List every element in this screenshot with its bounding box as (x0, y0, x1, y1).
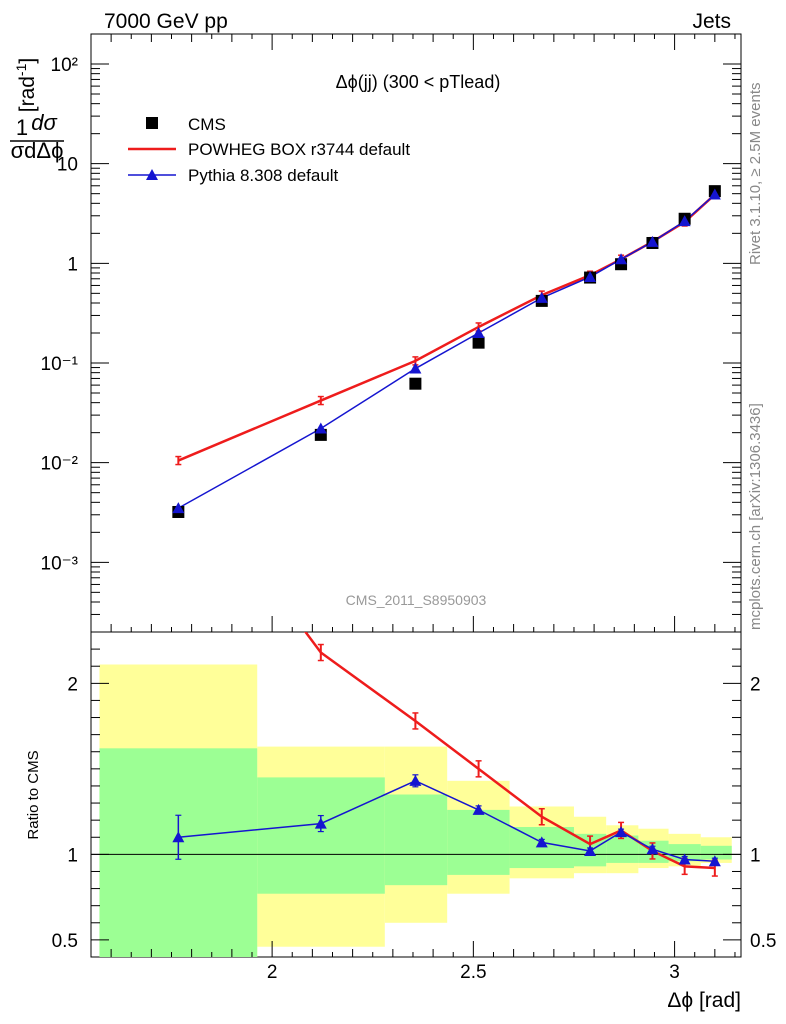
pythia-line-ratio (178, 779, 715, 862)
cms-point (472, 336, 485, 349)
axes: 2 2.5 3 10⁻³ 10⁻² 10⁻¹ 1 10 10² 0.5 0.5 1 1 2 2 (41, 33, 776, 983)
pythia-ratio-point (314, 817, 327, 829)
ratio-inner (172, 632, 721, 877)
pythia-point (172, 502, 185, 514)
pythia-point (646, 235, 659, 247)
main-series (172, 185, 721, 518)
green-band-3 (447, 809, 510, 875)
svg-text:dσ: dσ (31, 110, 57, 135)
legend-label-cms: CMS (188, 115, 226, 134)
pythia-ratio-point (535, 836, 548, 848)
x-tick-label: 2 (267, 962, 278, 983)
legend-marker-cms (146, 117, 158, 129)
y-tick-label-main: 10⁻¹ (41, 354, 79, 375)
y-axis-label-ratio: Ratio to CMS (25, 750, 42, 839)
y-tick-label-main: 10⁻² (41, 454, 79, 475)
legend-label-pythia: Pythia 8.308 default (188, 166, 339, 185)
cms-point (409, 377, 422, 390)
y-tick-label-main: 10² (51, 55, 78, 76)
pythia-ratio-point (678, 853, 691, 865)
pythia-line-main (177, 193, 716, 509)
ratio-uncertainty-bands (91, 664, 741, 957)
pythia-point (678, 215, 691, 227)
y-tick-label-ratio: 2 (67, 674, 78, 695)
header-left: 7000 GeV pp (104, 10, 228, 33)
legend-marker-pythia (146, 169, 158, 180)
x-axis-label: Δϕ [rad] (667, 989, 741, 1012)
pythia-point (314, 422, 327, 434)
mcplots-label: mcplots.cern.ch [arXiv:1306.3436] (747, 403, 764, 630)
powheg-line-ratio (303, 632, 715, 870)
x-tick-label: 2.5 (460, 962, 486, 983)
y-tick-label-ratio-right: 2 (750, 674, 761, 695)
y-tick-label-ratio-right: 0.5 (750, 931, 776, 952)
green-band-1 (257, 777, 385, 894)
green-band-6 (606, 835, 639, 863)
rivet-label: Rivet 3.1.10, ≥ 2.5M events (747, 83, 764, 266)
green-band-4 (509, 827, 574, 869)
watermark: CMS_2011_S8950903 (346, 592, 487, 608)
pythia-ratio-point (409, 774, 422, 786)
pythia-point (472, 327, 485, 338)
pythia-ratio-point (708, 855, 721, 867)
ratio-series (172, 632, 721, 877)
ratio-plot-frame (90, 631, 742, 958)
svg-text:1: 1 (16, 115, 28, 140)
pythia-ratio-point (172, 831, 185, 843)
pythia-point (409, 362, 422, 374)
legend-label-powheg: POWHEG BOX r3744 default (188, 140, 410, 159)
x-tick-label: 3 (669, 962, 680, 983)
svg-text:σdΔϕ: σdΔϕ (11, 138, 64, 163)
pythia-ratio-point (472, 803, 485, 815)
y-tick-label-ratio: 0.5 (52, 931, 78, 952)
legend: CMS POWHEG BOX r3744 default Pythia 8.30… (128, 115, 410, 185)
header-right: Jets (692, 10, 731, 33)
powheg-line-main (177, 193, 716, 462)
pythia-point (708, 188, 721, 200)
pythia-point (615, 253, 628, 265)
y-tick-label-main: 10 (57, 155, 78, 176)
y-axis-label-main: 1 dσ σdΔϕ [rad-1] (10, 58, 64, 163)
y-tick-label-ratio: 1 (67, 845, 78, 866)
pythia-ratio-point (584, 844, 597, 856)
y-tick-label-main: 10⁻³ (41, 553, 79, 574)
svg-text:[rad-1]: [rad-1] (13, 58, 39, 112)
pythia-ratio-point (646, 843, 659, 855)
pythia-point (584, 270, 597, 282)
pythia-point (535, 291, 548, 303)
y-tick-label-ratio-right: 1 (750, 845, 761, 866)
green-band-2 (384, 794, 448, 886)
y-tick-label-main: 1 (67, 254, 78, 275)
plot-title: Δϕ(jj) (300 < pTlead) (336, 72, 501, 92)
pythia-ratio-point (615, 826, 628, 838)
green-band-9 (700, 845, 732, 860)
